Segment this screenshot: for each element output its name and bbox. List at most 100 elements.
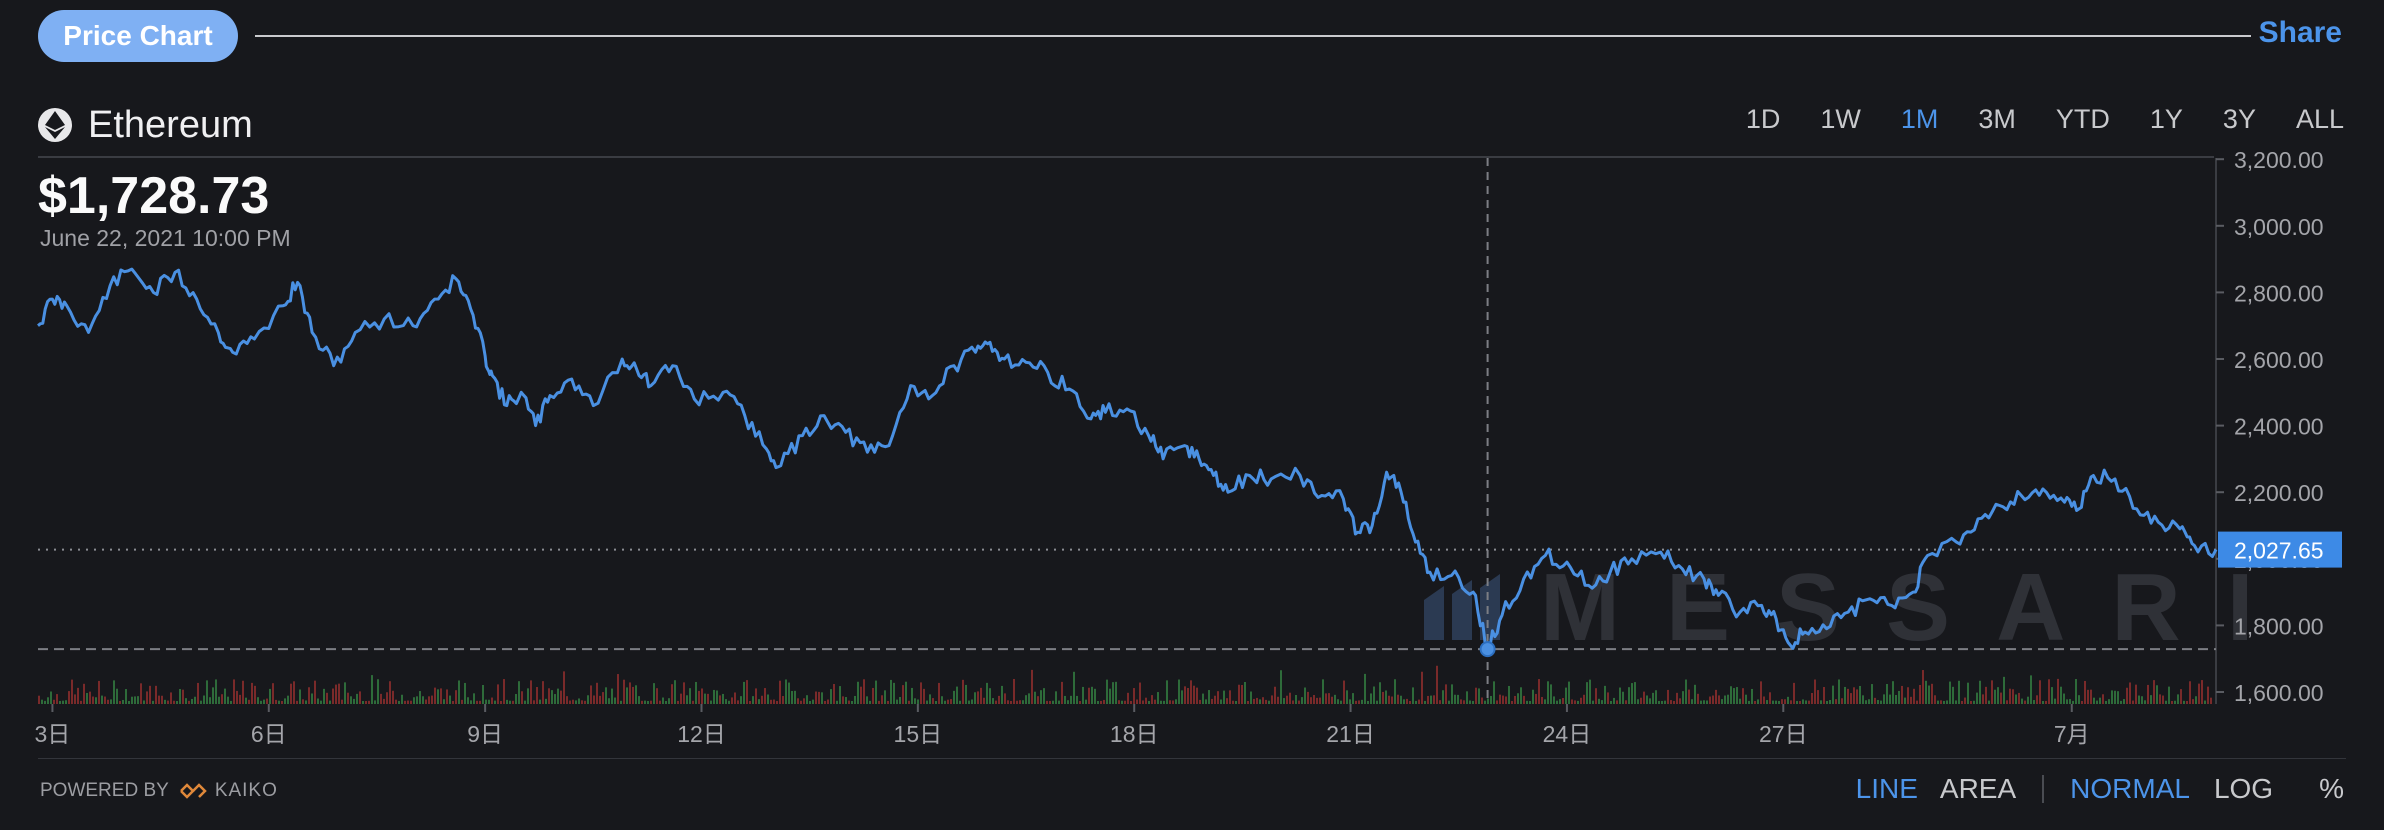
volume-bar xyxy=(1517,693,1519,704)
volume-bar xyxy=(419,691,421,704)
price-series-line xyxy=(37,267,2218,651)
price-chart[interactable]: MESSARI1,600.001,800.002,000.002,200.002… xyxy=(0,0,2384,760)
volume-bar xyxy=(281,700,283,704)
volume-bar xyxy=(1592,700,1594,704)
volume-bar xyxy=(260,700,262,704)
volume-bar xyxy=(197,682,199,704)
volume-bar xyxy=(830,689,832,704)
volume-bar xyxy=(1013,678,1015,704)
volume-bar xyxy=(110,699,112,704)
volume-bar xyxy=(680,693,682,704)
range-button-1m[interactable]: 1M xyxy=(1900,104,1939,134)
hover-point[interactable] xyxy=(1479,641,1496,658)
volume-bar xyxy=(710,700,712,704)
volume-bar xyxy=(518,681,520,704)
volume-bar xyxy=(377,679,379,704)
volume-bar xyxy=(1004,693,1006,704)
volume-bar xyxy=(2000,692,2002,704)
volume-bar xyxy=(632,686,634,704)
volume-bar xyxy=(1025,695,1027,704)
volume-bar xyxy=(158,695,160,704)
percent-scale-button[interactable]: % xyxy=(2319,773,2344,804)
range-button-1y[interactable]: 1Y xyxy=(2149,104,2183,134)
line-mode-button[interactable]: LINE xyxy=(1855,773,1918,804)
volume-bar xyxy=(1079,700,1081,704)
volume-bar xyxy=(2153,680,2155,704)
volume-bar xyxy=(1964,697,1966,704)
volume-bar xyxy=(1982,694,1984,704)
area-mode-button[interactable]: AREA xyxy=(1939,773,2017,804)
range-button-1d[interactable]: 1D xyxy=(1745,104,1781,134)
volume-bar xyxy=(713,689,715,704)
volume-bar xyxy=(2180,689,2182,704)
volume-bar xyxy=(164,699,166,704)
volume-bar xyxy=(1568,681,1570,704)
price-chart-tab[interactable]: Price Chart xyxy=(38,10,238,62)
range-button-1w[interactable]: 1W xyxy=(1820,104,1861,134)
volume-bar xyxy=(1862,695,1864,704)
volume-bar xyxy=(986,682,988,704)
y-tick-label: 2,800.00 xyxy=(2234,280,2324,306)
volume-bar xyxy=(2108,699,2110,704)
volume-bar xyxy=(1736,687,1738,704)
volume-bar xyxy=(1991,680,1993,704)
volume-bar xyxy=(545,698,547,704)
volume-bar xyxy=(302,699,304,704)
volume-bar xyxy=(929,694,931,704)
volume-bar xyxy=(1058,700,1060,704)
range-button-ytd[interactable]: YTD xyxy=(2055,104,2110,134)
volume-bar xyxy=(1397,694,1399,704)
share-button[interactable]: Share xyxy=(2258,16,2342,49)
volume-bar xyxy=(1946,700,1948,704)
volume-bar xyxy=(1472,700,1474,704)
y-tick-label: 2,400.00 xyxy=(2234,414,2324,440)
powered-by-label: POWERED BY xyxy=(40,780,169,801)
volume-bar xyxy=(1232,700,1234,704)
volume-bar xyxy=(1076,695,1078,704)
volume-bar xyxy=(1475,687,1477,704)
range-button-all[interactable]: ALL xyxy=(2295,104,2344,134)
volume-bar xyxy=(1274,686,1276,704)
volume-bar xyxy=(170,692,172,704)
volume-bar xyxy=(1244,681,1246,704)
volume-bar xyxy=(2105,700,2107,704)
volume-bar xyxy=(455,690,457,704)
volume-bar xyxy=(671,684,673,704)
volume-bar xyxy=(416,696,418,704)
volume-bar xyxy=(1628,687,1630,704)
volume-bar xyxy=(1556,700,1558,704)
volume-bar xyxy=(725,699,727,704)
volume-bar xyxy=(1670,700,1672,704)
volume-bar xyxy=(914,698,916,704)
volume-bar xyxy=(611,688,613,704)
volume-bar xyxy=(1850,693,1852,704)
chart-mode-selector: LINE AREA NORMAL LOG % xyxy=(1856,773,2344,805)
volume-bar xyxy=(1712,695,1714,704)
volume-bar xyxy=(1595,688,1597,704)
volume-bar xyxy=(749,700,751,704)
volume-bar xyxy=(2117,691,2119,704)
volume-bar xyxy=(1052,700,1054,704)
volume-bar xyxy=(1028,693,1030,704)
volume-bar xyxy=(2084,680,2086,704)
volume-bar xyxy=(428,696,430,704)
asset-name: Ethereum xyxy=(88,103,253,146)
volume-bar xyxy=(497,684,499,704)
volume-bar xyxy=(1328,693,1330,704)
range-button-3y[interactable]: 3Y xyxy=(2222,104,2256,134)
volume-bar xyxy=(47,697,49,704)
volume-bar xyxy=(1157,692,1159,704)
volume-bar xyxy=(1283,698,1285,704)
volume-bar xyxy=(2081,700,2083,704)
normal-scale-button[interactable]: NORMAL xyxy=(2070,773,2190,804)
volume-bar xyxy=(683,682,685,704)
volume-bar xyxy=(155,685,157,704)
volume-bar xyxy=(1031,669,1033,704)
range-button-3m[interactable]: 3M xyxy=(1978,104,2016,134)
volume-bar xyxy=(185,698,187,704)
log-scale-button[interactable]: LOG xyxy=(2213,773,2274,804)
volume-bar xyxy=(1427,695,1429,704)
volume-bar xyxy=(668,698,670,704)
volume-bar xyxy=(254,685,256,704)
volume-bar xyxy=(770,699,772,704)
